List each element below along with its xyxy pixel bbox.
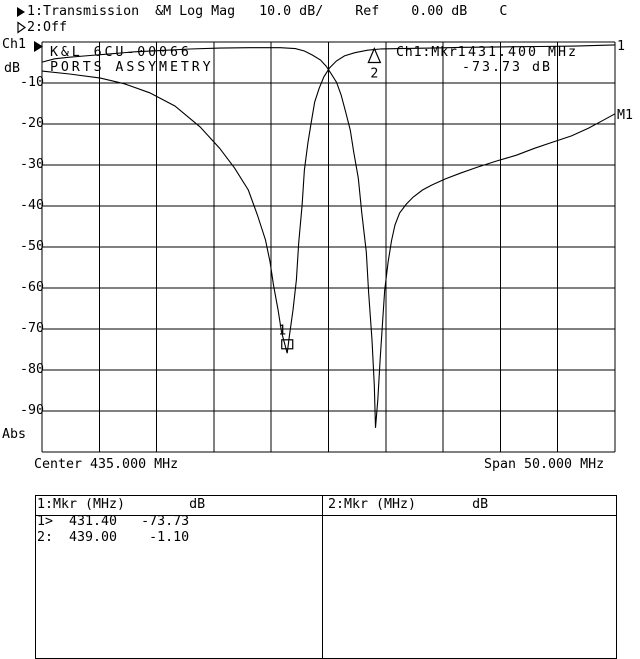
y-tick-label: -60 [19,280,44,295]
y-tick-label: -70 [19,321,44,336]
span-label: Span 50.000 MHz [484,457,605,472]
y-tick-label: -10 [19,75,44,90]
marker-table-ch2-column: 2:Mkr (MHz) dB [323,496,616,658]
marker2-number-label: 2 [370,67,378,82]
marker2-triangle-icon [367,46,382,64]
y-tick-label: -30 [19,157,44,172]
marker-table-ch2-header: 2:Mkr (MHz) dB [323,496,616,516]
channel-label: Ch1 [2,37,27,52]
marker-table-ch1-header: 1:Mkr (MHz) dB [36,496,322,516]
trace1-status-line: 1:Transmission &M Log Mag 10.0 dB/ Ref 0… [27,4,508,19]
trace2-inactive-arrow-icon [17,21,27,34]
marker-readout-label: Ch1:Mkr1 [396,45,467,60]
marker1-square-icon [281,339,294,350]
y-axis-abs-label: Abs [2,427,27,442]
marker-readout-frequency: 431.400 MHz [468,45,579,60]
trace2-status-line: 2:Off [27,20,68,35]
y-axis-unit-label: dB [4,61,21,76]
marker-table: 1:Mkr (MHz) dB 1> 431.40 -73.73 2: 439.0… [35,495,617,659]
reference-level-arrow-icon [34,41,43,52]
marker-table-ch1-column: 1:Mkr (MHz) dB 1> 431.40 -73.73 2: 439.0… [36,496,323,658]
marker1-number-label: 1 [278,323,286,338]
center-frequency-label: Center 435.000 MHz [34,457,179,472]
y-tick-label: -90 [19,403,44,418]
trace1-end-label: 1 [617,39,625,54]
trace1-active-arrow-icon [17,7,25,17]
y-tick-label: -40 [19,198,44,213]
marker-table-row-1: 1> 431.40 -73.73 [37,514,190,529]
marker-table-row-2: 2: 439.00 -1.10 [37,530,190,545]
memory-trace-line [41,47,616,428]
device-title-line2: PORTS ASSYMETRY [50,60,214,75]
device-title-line1: K&L 6CU-00066 [50,45,192,60]
trace-1-line [41,44,616,354]
y-tick-label: -80 [19,362,44,377]
memory-trace-end-label: M1 [617,108,633,123]
marker-readout-value: -73.73 dB [462,60,553,75]
y-tick-label: -50 [19,239,44,254]
y-tick-label: -20 [19,116,44,131]
